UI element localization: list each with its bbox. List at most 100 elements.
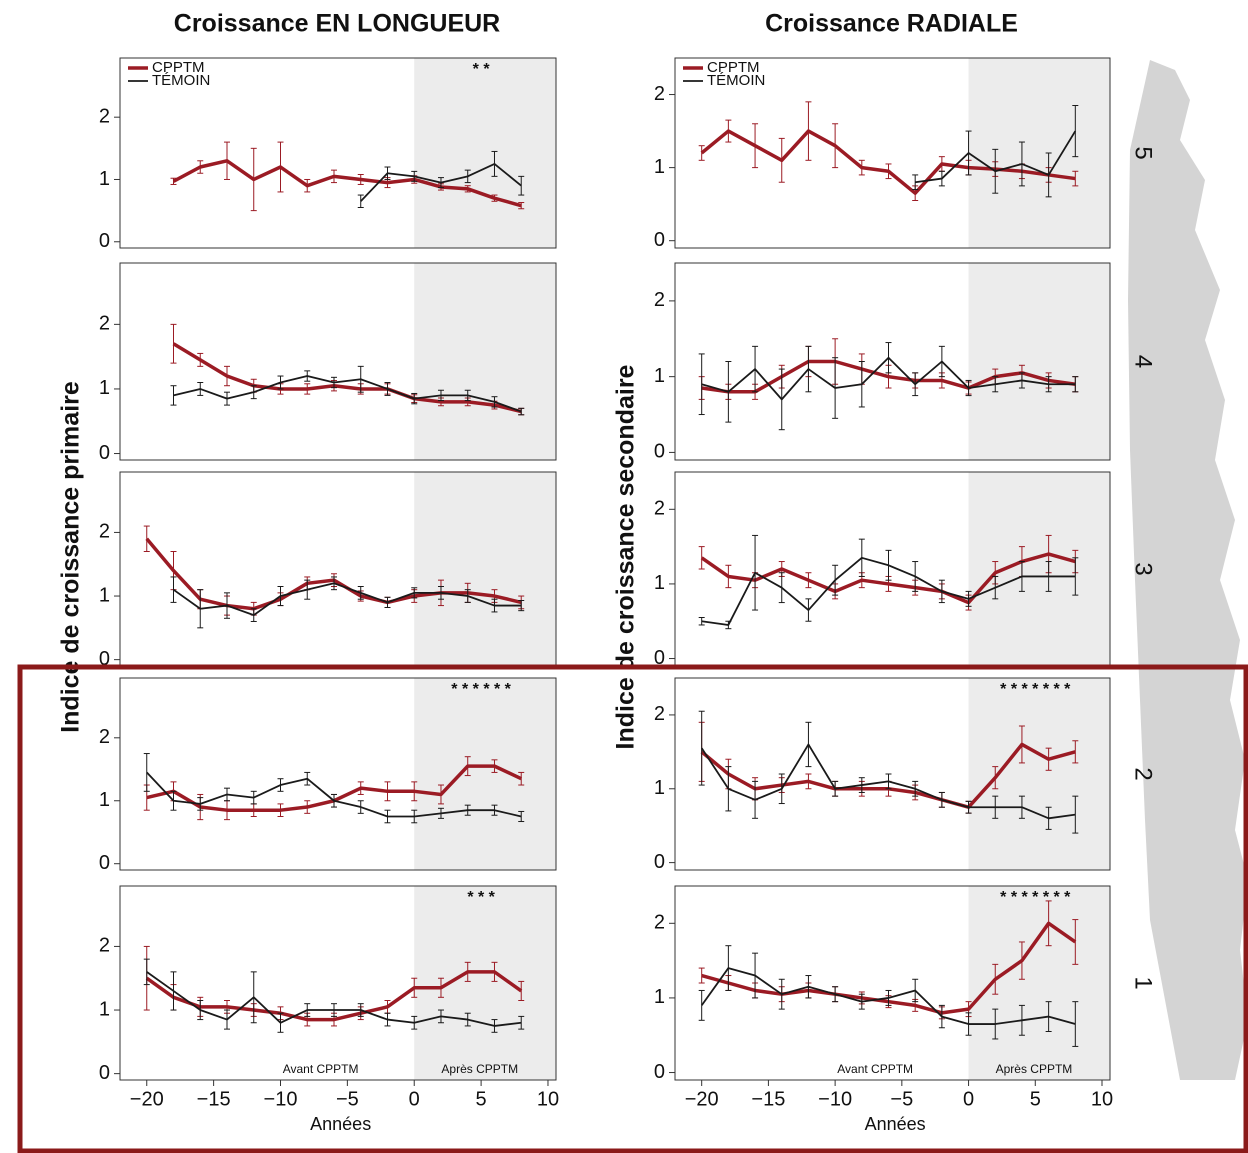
legend-label: CPPTM <box>152 59 205 76</box>
x-axis-label: Années <box>865 1114 926 1134</box>
y-tick-label: 1 <box>99 789 110 811</box>
series-line <box>172 342 522 414</box>
x-tick-label: −10 <box>818 1088 852 1110</box>
panel-frame <box>119 262 557 461</box>
y-tick-label: 2 <box>654 498 665 520</box>
significance-stars: * * * * * * * <box>1000 681 1071 698</box>
x-tick-label: −20 <box>685 1088 719 1110</box>
legend-label: TÉMOIN <box>152 72 210 89</box>
y-tick-label: 2 <box>654 703 665 725</box>
panel-frame <box>674 677 1111 871</box>
y-tick-label: 1 <box>654 986 665 1008</box>
significance-stars: * * * <box>467 889 495 906</box>
shaded-period <box>414 263 556 460</box>
error-bar <box>698 710 705 786</box>
legend-label: TÉMOIN <box>707 72 765 89</box>
period-label: Avant CPPTM <box>837 1062 913 1076</box>
column-title: Croissance RADIALE <box>765 10 1018 38</box>
y-tick-label: 0 <box>99 442 110 464</box>
significance-stars: * * * * * * * <box>1000 889 1071 906</box>
x-tick-label: 10 <box>537 1088 559 1110</box>
y-tick-label: 0 <box>654 851 665 873</box>
shaded-period <box>968 58 1110 248</box>
legend-label: CPPTM <box>707 59 760 76</box>
series-line <box>701 556 1076 626</box>
y-tick-label: 1 <box>99 998 110 1020</box>
series-line <box>146 971 522 1027</box>
shaded-period <box>414 472 556 666</box>
series-line <box>173 375 522 413</box>
shaded-period <box>968 472 1110 666</box>
y-tick-label: 2 <box>654 83 665 105</box>
y-tick-label: 2 <box>99 313 110 335</box>
y-tick-label: 0 <box>99 648 110 670</box>
series-line <box>145 970 523 1022</box>
y-tick-label: 1 <box>99 168 110 190</box>
y-tick-label: 1 <box>99 377 110 399</box>
period-label: Après CPPTM <box>996 1062 1073 1076</box>
highlight-frame <box>17 664 1248 1153</box>
series-line <box>915 130 1077 184</box>
y-tick-label: 2 <box>654 289 665 311</box>
y-tick-label: 0 <box>99 1062 110 1084</box>
series-line <box>146 771 522 818</box>
series-line <box>172 159 522 208</box>
y-tick-label: 0 <box>654 229 665 251</box>
tree-silhouette <box>1128 60 1248 1080</box>
y-tick-label: 1 <box>654 572 665 594</box>
x-tick-label: −15 <box>197 1088 231 1110</box>
panel-frame <box>119 885 557 1081</box>
x-tick-label: 5 <box>476 1088 487 1110</box>
y-tick-label: 1 <box>654 365 665 387</box>
y-tick-label: 0 <box>654 1061 665 1083</box>
x-axis-label: Années <box>310 1114 371 1134</box>
panel-frame <box>674 885 1111 1081</box>
y-tick-label: 1 <box>654 777 665 799</box>
y-tick-label: 2 <box>99 105 110 127</box>
column-title: Croissance EN LONGUEUR <box>174 10 500 38</box>
x-tick-label: −15 <box>751 1088 785 1110</box>
x-tick-label: 10 <box>1091 1088 1113 1110</box>
x-tick-label: −10 <box>264 1088 298 1110</box>
row-label: 3 <box>1130 562 1157 575</box>
significance-stars: * * <box>473 61 491 78</box>
period-label: Avant CPPTM <box>283 1062 359 1076</box>
x-tick-label: 0 <box>409 1088 420 1110</box>
x-tick-label: 5 <box>1030 1088 1041 1110</box>
period-label: Après CPPTM <box>441 1062 518 1076</box>
shaded-period <box>414 58 556 248</box>
shaded-period <box>414 678 556 870</box>
series-line <box>700 552 1076 605</box>
x-tick-label: −5 <box>336 1088 359 1110</box>
y-tick-label: 2 <box>99 935 110 957</box>
y-axis-label: Indice de croissance secondaire <box>612 364 640 749</box>
y-axis-label: Indice de croissance primaire <box>57 381 85 733</box>
y-tick-label: 2 <box>99 521 110 543</box>
shaded-period <box>968 263 1110 460</box>
row-label: 4 <box>1130 355 1157 368</box>
series-line <box>360 163 522 202</box>
y-tick-label: 0 <box>99 852 110 874</box>
y-tick-label: 0 <box>654 647 665 669</box>
y-tick-label: 2 <box>99 726 110 748</box>
series-line <box>701 356 1076 401</box>
x-tick-label: 0 <box>963 1088 974 1110</box>
series-line <box>701 359 1076 394</box>
row-label: 2 <box>1130 767 1157 780</box>
y-tick-label: 0 <box>654 441 665 463</box>
error-bar <box>1072 1001 1079 1047</box>
y-tick-label: 1 <box>99 584 110 606</box>
y-tick-label: 2 <box>654 912 665 934</box>
x-tick-label: −5 <box>890 1088 913 1110</box>
y-tick-label: 1 <box>654 156 665 178</box>
series-line <box>700 129 1076 195</box>
shaded-period <box>414 886 556 1080</box>
significance-stars: * * * * * * <box>451 681 511 698</box>
x-tick-label: −20 <box>130 1088 164 1110</box>
series-line <box>700 967 1076 1025</box>
panel-frame <box>119 677 557 871</box>
series-line <box>700 743 1076 820</box>
y-tick-label: 0 <box>99 230 110 252</box>
series-line <box>172 582 522 617</box>
